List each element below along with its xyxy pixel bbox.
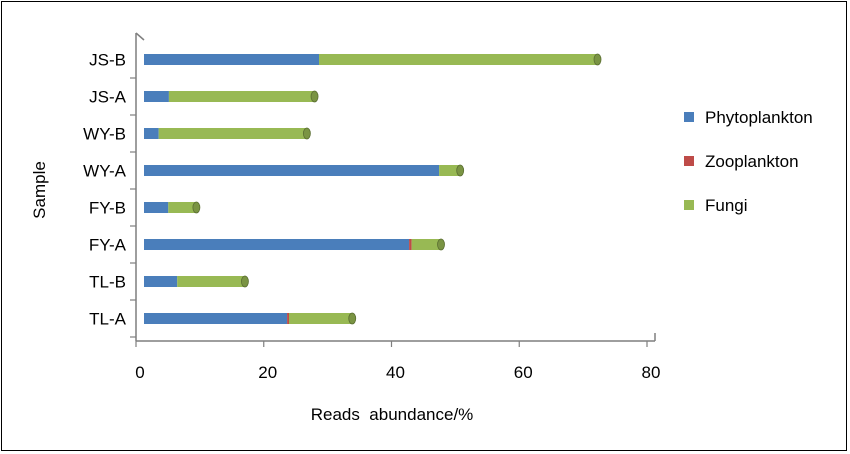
x-axis-title: Reads abundance/% <box>311 405 474 424</box>
bar-segment <box>411 239 442 250</box>
x-tick-label: 20 <box>258 363 277 382</box>
y-tick-label: TL-B <box>89 273 126 292</box>
bar-segment <box>158 128 307 139</box>
bar-end-cap <box>456 164 465 177</box>
x-tick-label: 0 <box>135 363 144 382</box>
x-tick-label: 80 <box>642 363 661 382</box>
bar-segment <box>319 54 598 65</box>
bar-segment-highlight <box>158 128 307 130</box>
bar-segment-highlight <box>144 91 169 93</box>
bar-segment <box>287 313 289 324</box>
bar-segment-highlight <box>144 239 410 241</box>
chart-axes <box>130 32 656 347</box>
bar-segment-highlight <box>411 239 442 241</box>
y-axis-depth-line <box>135 32 145 41</box>
bar-segment-highlight <box>144 202 169 204</box>
bar-segment <box>144 202 169 213</box>
legend-label: Phytoplankton <box>705 108 813 127</box>
legend-swatch <box>684 112 694 122</box>
bar-end-cap <box>241 275 249 288</box>
bar-segment <box>439 165 461 176</box>
bar-segment-highlight <box>409 239 412 241</box>
bar-segment-highlight <box>144 276 178 278</box>
chart-ticks: 0 20 40 60 80 TL-A TL-B FY-A FY-B WY-A WY-B JS-A JS-… <box>83 51 660 383</box>
bar-segment-highlight <box>144 165 440 167</box>
bar-segment-highlight <box>288 313 353 315</box>
y-tick-label: JS-A <box>89 88 127 107</box>
bar-segment <box>144 239 410 250</box>
legend-label: Fungi <box>705 196 748 215</box>
bar-end-cap <box>302 127 311 140</box>
legend-swatch <box>684 200 694 210</box>
bar-segment-highlight <box>287 313 289 315</box>
legend-label: Zooplankton <box>705 152 799 171</box>
chart-bars <box>144 53 602 325</box>
bar-segment-highlight <box>144 313 288 315</box>
bar-end-cap <box>310 90 319 103</box>
bar-segment-highlight <box>144 54 320 56</box>
y-tick-label: WY-A <box>83 162 126 181</box>
bar-segment <box>144 54 320 65</box>
bar-segment-highlight <box>177 276 245 278</box>
y-tick-label: FY-B <box>89 199 126 218</box>
bar-segment <box>144 128 159 139</box>
bar-segment <box>177 276 245 287</box>
bar-segment <box>409 239 412 250</box>
x-tick-label: 60 <box>514 363 533 382</box>
x-tick-label: 40 <box>386 363 405 382</box>
bar-segment <box>288 313 353 324</box>
bar-end-cap <box>192 201 201 214</box>
bar-segment <box>144 313 288 324</box>
bar-segment-highlight <box>168 91 315 93</box>
bar-segment <box>168 202 197 213</box>
bar-end-cap <box>593 53 602 66</box>
bar-end-cap <box>348 312 357 325</box>
bar-segment <box>168 91 315 102</box>
y-tick-label: JS-B <box>89 51 126 70</box>
bar-segment-highlight <box>168 202 197 204</box>
y-tick-label: WY-B <box>83 125 126 144</box>
legend-swatch <box>684 156 694 166</box>
bar-end-cap <box>437 238 445 251</box>
bar-segment-highlight <box>144 128 159 130</box>
chart-legend: Phytoplankton Zooplankton Fungi <box>684 108 813 215</box>
bar-segment-highlight <box>319 54 598 56</box>
bar-segment-highlight <box>439 165 461 167</box>
bar-segment <box>144 276 178 287</box>
y-tick-label: TL-A <box>89 310 127 329</box>
bar-segment <box>144 165 440 176</box>
y-tick-label: FY-A <box>89 236 127 255</box>
y-axis-title: Sample <box>30 161 49 219</box>
bar-segment <box>144 91 169 102</box>
